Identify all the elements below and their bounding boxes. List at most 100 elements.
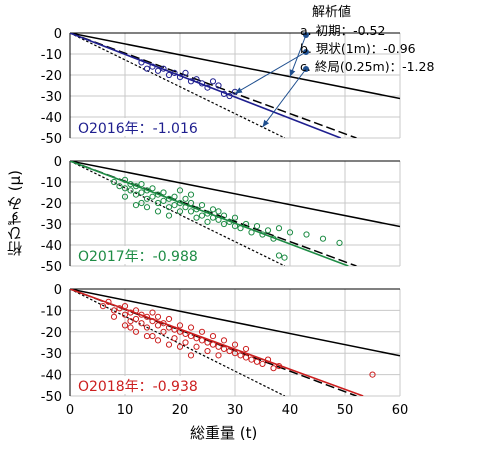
panel-1-data-point — [220, 220, 228, 228]
panel-2-data-point — [149, 309, 156, 316]
panel-0-reference-line-initial — [70, 33, 400, 100]
legend: 解析値 a. 初期：-0.52 b. 現状(1m)：-0.96 c. 終局(0.… — [300, 4, 434, 76]
panel-1-label-bg — [75, 246, 221, 264]
panel-2-data-point — [182, 330, 189, 338]
panel-2-data-point — [154, 337, 162, 344]
legend-arrow-current — [234, 51, 307, 94]
panel-0-data-point — [215, 82, 222, 89]
panel-1-data-point — [182, 195, 189, 202]
panel-2-data-point — [187, 324, 195, 331]
panel-2-data-point — [154, 313, 162, 320]
panel-1-data-point — [143, 204, 151, 211]
panel-0-ytick-label: -40 — [41, 111, 62, 126]
panel-2-ytick-label: 0 — [54, 283, 62, 298]
panel-2-ytick-label: -10 — [41, 304, 62, 319]
panel-2-data-point — [369, 371, 376, 378]
panel-2-data-point — [165, 324, 173, 331]
panel-0-data-point — [171, 69, 178, 77]
panel-2-ytick-label: -20 — [41, 326, 62, 341]
panel-2-data-point — [220, 337, 228, 344]
panel-1-data-point — [171, 193, 178, 200]
panel-1-data-point — [253, 223, 261, 230]
panel-1-data-point — [132, 183, 140, 190]
panel-2-data-point — [165, 315, 173, 323]
panel-2-data-point — [121, 311, 129, 318]
panel-1-data-point — [187, 191, 195, 198]
panel-2-data-point — [193, 343, 200, 350]
panel-1-data-point — [286, 229, 294, 236]
panel-2-data-point — [176, 322, 184, 329]
panel-1-data-point — [143, 195, 151, 202]
panel-2-data-point — [193, 335, 200, 342]
panel-1-data-point — [121, 176, 129, 183]
panel-1-data-point — [193, 214, 200, 221]
panel-1-data-point — [187, 199, 195, 207]
panel-2-data-point — [110, 307, 118, 314]
panel-1-data-point — [154, 199, 162, 207]
panel-2-data-point — [215, 352, 222, 359]
panel-0-data-point — [182, 69, 189, 77]
panel-1-data-point — [215, 216, 222, 223]
panel-1-data-point — [176, 187, 184, 194]
panel-0-data-point — [143, 65, 151, 72]
panel-1-data-point — [176, 208, 184, 215]
panel-0-reference-line-ultimate — [70, 33, 286, 138]
panel-1-data-point — [220, 212, 228, 219]
panel-2-data-point — [160, 320, 167, 327]
panel-2-xtick-label: 40 — [282, 403, 299, 418]
panel-0-data-point — [138, 59, 145, 66]
panel-2-data-point — [160, 328, 167, 335]
panel-2-data-point — [127, 324, 134, 331]
panel-0-data-point — [165, 71, 173, 79]
legend-item-current: b. 現状(1m)：-0.96 — [300, 41, 416, 56]
panel-1-data-point — [110, 178, 118, 186]
panel-2-data-point — [121, 303, 129, 310]
panel-2-xtick-label: 30 — [227, 403, 244, 418]
panel-2-data-point — [165, 341, 173, 348]
panel-2-data-point — [198, 337, 206, 344]
panel-1-data-point — [303, 231, 310, 238]
panel-0-ytick-label: 0 — [54, 27, 62, 42]
panel-2-data-point — [182, 339, 189, 346]
panel-1-reference-line-initial — [70, 161, 400, 228]
panel-1-ytick-label: -40 — [41, 239, 62, 254]
panel-1-ytick-label: -50 — [41, 260, 62, 275]
panel-0-data-point — [220, 90, 228, 98]
panel-1-data-point — [149, 193, 156, 200]
panel-2-data-point — [138, 320, 145, 327]
panel-1-year-label: O2017年：-0.988 — [78, 249, 198, 265]
panel-2-data-point — [143, 313, 151, 320]
panel-1-data-point — [143, 187, 151, 194]
panel-1-data-point — [237, 225, 244, 232]
panel-2-data-point — [242, 345, 250, 353]
legend-title: 解析値 — [312, 5, 352, 20]
y-axis-label: 桁ひずみ (μ) — [6, 170, 24, 257]
panel-2-data-point — [127, 318, 134, 325]
panel-2-data-point — [110, 313, 118, 320]
panel-2-data-point — [132, 307, 140, 314]
panel-1-data-point — [154, 191, 162, 198]
legend-item-ultimate: c. 終局(0.25m)：-1.28 — [300, 59, 435, 74]
panel-2-data-point — [176, 328, 184, 335]
panel-2-data-point — [264, 356, 272, 363]
panel-2-data-point — [171, 335, 178, 342]
panel-2-data-point — [248, 356, 255, 363]
panel-1-data-point — [182, 204, 189, 211]
legend-arrow-ultimate — [262, 68, 307, 128]
panel-2-data-point — [275, 362, 283, 370]
panel-0-data-point — [187, 78, 195, 85]
panel-2-ytick-label: -30 — [41, 347, 62, 362]
panel-0-data-point — [149, 63, 156, 70]
panel-1-data-point — [226, 218, 233, 225]
panel-2-xtick-label: 20 — [172, 403, 189, 418]
panel-1-data-point — [209, 206, 217, 213]
panel-0-data-point — [198, 80, 206, 87]
panel-1-data-point — [198, 202, 206, 209]
panel-0-ytick-label: -20 — [41, 69, 62, 84]
panel-2-reference-line-ultimate — [70, 289, 286, 396]
panel-2-data-point — [149, 332, 156, 340]
panel-1-data-point — [165, 212, 173, 219]
panel-2-year-label: O2018年：-0.938 — [78, 379, 198, 395]
panel-1-reference-line-ultimate — [70, 161, 286, 266]
